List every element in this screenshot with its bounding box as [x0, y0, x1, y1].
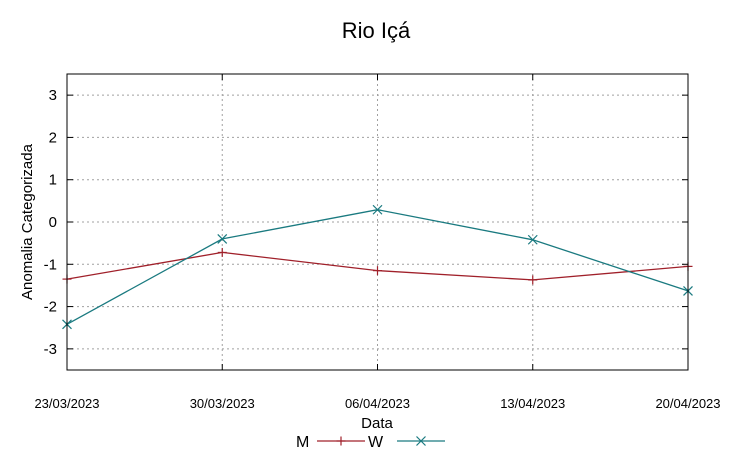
data-point-M	[373, 266, 382, 276]
legend-label-M: M	[296, 434, 309, 451]
grid-lines	[67, 74, 688, 370]
data-point-W	[372, 204, 383, 215]
data-point-W	[217, 233, 228, 244]
x-tick-label: 30/03/2023	[190, 396, 255, 411]
x-tick-label: 23/03/2023	[34, 396, 99, 411]
y-axis-label: Anomalia Categorizada	[19, 143, 36, 300]
y-tick-label: 3	[49, 87, 57, 104]
legend-label-W: W	[368, 434, 384, 451]
y-axis: -3 -2 -1 0 1 2 3	[44, 87, 688, 358]
legend-marker-M	[336, 436, 346, 446]
x-tick-label: 20/04/2023	[655, 396, 720, 411]
data-point-W	[527, 234, 538, 245]
plot-frame	[66, 73, 689, 371]
y-tick-label: -1	[44, 256, 57, 273]
data-point-M	[217, 247, 227, 257]
y-tick-label: 1	[49, 172, 57, 189]
marker-stroke	[372, 204, 383, 215]
y-tick-label: 2	[49, 129, 57, 146]
x-axis-label: Data	[361, 415, 393, 432]
y-tick-label: -2	[44, 299, 57, 316]
legend-marker-W	[416, 436, 426, 446]
chart-title: Rio Içá	[342, 18, 411, 43]
x-tick-label: 13/04/2023	[500, 396, 565, 411]
data-point-M	[528, 275, 538, 285]
marker-stroke	[217, 233, 228, 244]
y-tick-label: 0	[49, 214, 57, 231]
marker-stroke	[416, 436, 426, 446]
y-tick-label: -3	[44, 341, 57, 358]
x-axis: 23/03/2023 30/03/2023 06/04/2023 13/04/2023…	[34, 74, 721, 411]
marker-stroke	[527, 234, 538, 245]
x-tick-label: 06/04/2023	[345, 396, 410, 411]
